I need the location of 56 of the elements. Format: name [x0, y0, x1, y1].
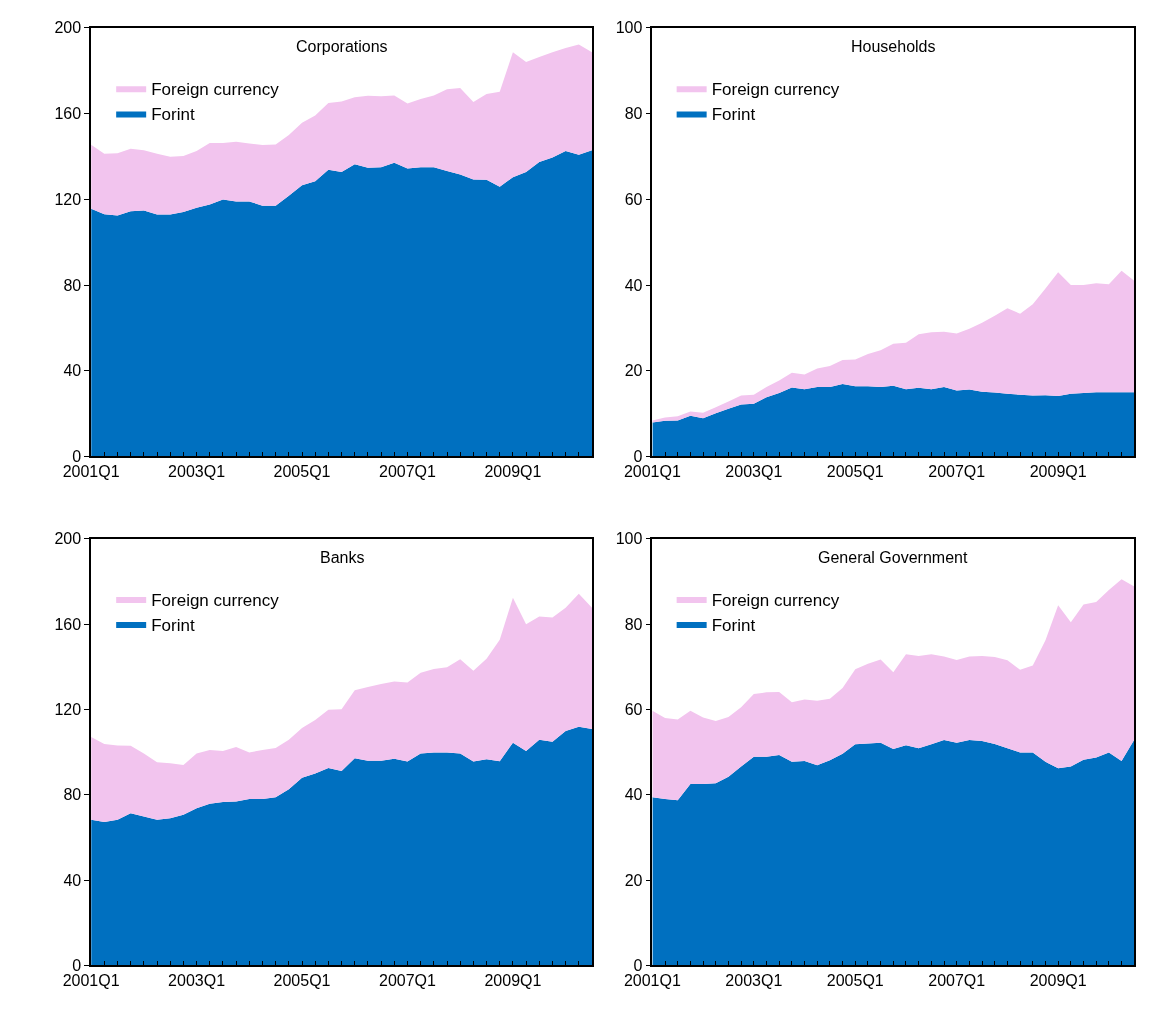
y-tick-label: 200 [54, 530, 82, 548]
x-tick-label: 2003Q1 [168, 463, 226, 481]
y-tick-label: 40 [624, 786, 643, 804]
y-tick-label: 0 [72, 448, 82, 466]
legend-label: Foreign currency [151, 79, 280, 99]
x-tick-label: 2007Q1 [379, 972, 437, 990]
x-tick-label: 2001Q1 [623, 972, 681, 990]
legend-label: Forint [711, 105, 756, 125]
y-tick-label: 120 [54, 700, 82, 718]
legend-label: Forint [151, 615, 195, 635]
legend-label: Forint [151, 105, 195, 125]
y-tick-label: 80 [63, 786, 82, 804]
y-tick-label: 60 [624, 190, 643, 208]
text: General Government [818, 549, 968, 566]
y-tick-label: 20 [624, 362, 643, 380]
y-tick-label: 0 [633, 448, 643, 466]
y-tick-label: 60 [624, 700, 643, 718]
x-tick-label: 2005Q1 [273, 463, 331, 481]
y-tick-label: 160 [54, 615, 82, 633]
legend-label: Foreign currency [711, 79, 840, 99]
y-tick-label: 40 [624, 276, 643, 294]
x-tick-label: 2009Q1 [1029, 463, 1087, 481]
x-tick-label: 2005Q1 [826, 972, 884, 990]
y-tick-label: 80 [63, 276, 82, 294]
x-tick-label: 2003Q1 [725, 463, 783, 481]
x-tick-label: 2003Q1 [725, 972, 783, 990]
x-tick-label: 2005Q1 [273, 972, 331, 990]
y-tick-label: 20 [624, 871, 643, 889]
legend-label: Foreign currency [711, 590, 840, 610]
x-tick-label: 2007Q1 [928, 463, 986, 481]
y-tick-label: 100 [615, 530, 643, 548]
y-tick-label: 100 [615, 19, 643, 37]
y-tick-label: 80 [624, 105, 643, 123]
x-tick-label: 2007Q1 [379, 463, 437, 481]
x-tick-label: 2009Q1 [484, 463, 542, 481]
text: Households [851, 38, 936, 55]
legend-label: Foreign currency [151, 590, 280, 610]
y-tick-label: 0 [633, 956, 643, 974]
text: Banks [320, 549, 365, 566]
y-tick-label: 80 [624, 615, 643, 633]
y-tick-label: 200 [54, 19, 82, 37]
x-tick-label: 2001Q1 [623, 463, 681, 481]
x-tick-label: 2001Q1 [62, 972, 120, 990]
x-tick-label: 2003Q1 [168, 972, 226, 990]
y-tick-label: 40 [63, 362, 82, 380]
y-tick-label: 120 [54, 190, 82, 208]
y-tick-label: 0 [72, 956, 82, 974]
x-tick-label: 2005Q1 [826, 463, 884, 481]
x-tick-label: 2007Q1 [928, 972, 986, 990]
y-tick-label: 160 [54, 105, 82, 123]
x-tick-label: 2009Q1 [484, 972, 542, 990]
legend-label: Forint [711, 615, 756, 635]
x-tick-label: 2009Q1 [1029, 972, 1087, 990]
text: Corporations [296, 38, 388, 55]
x-tick-label: 2001Q1 [62, 463, 120, 481]
y-tick-label: 40 [63, 871, 82, 889]
